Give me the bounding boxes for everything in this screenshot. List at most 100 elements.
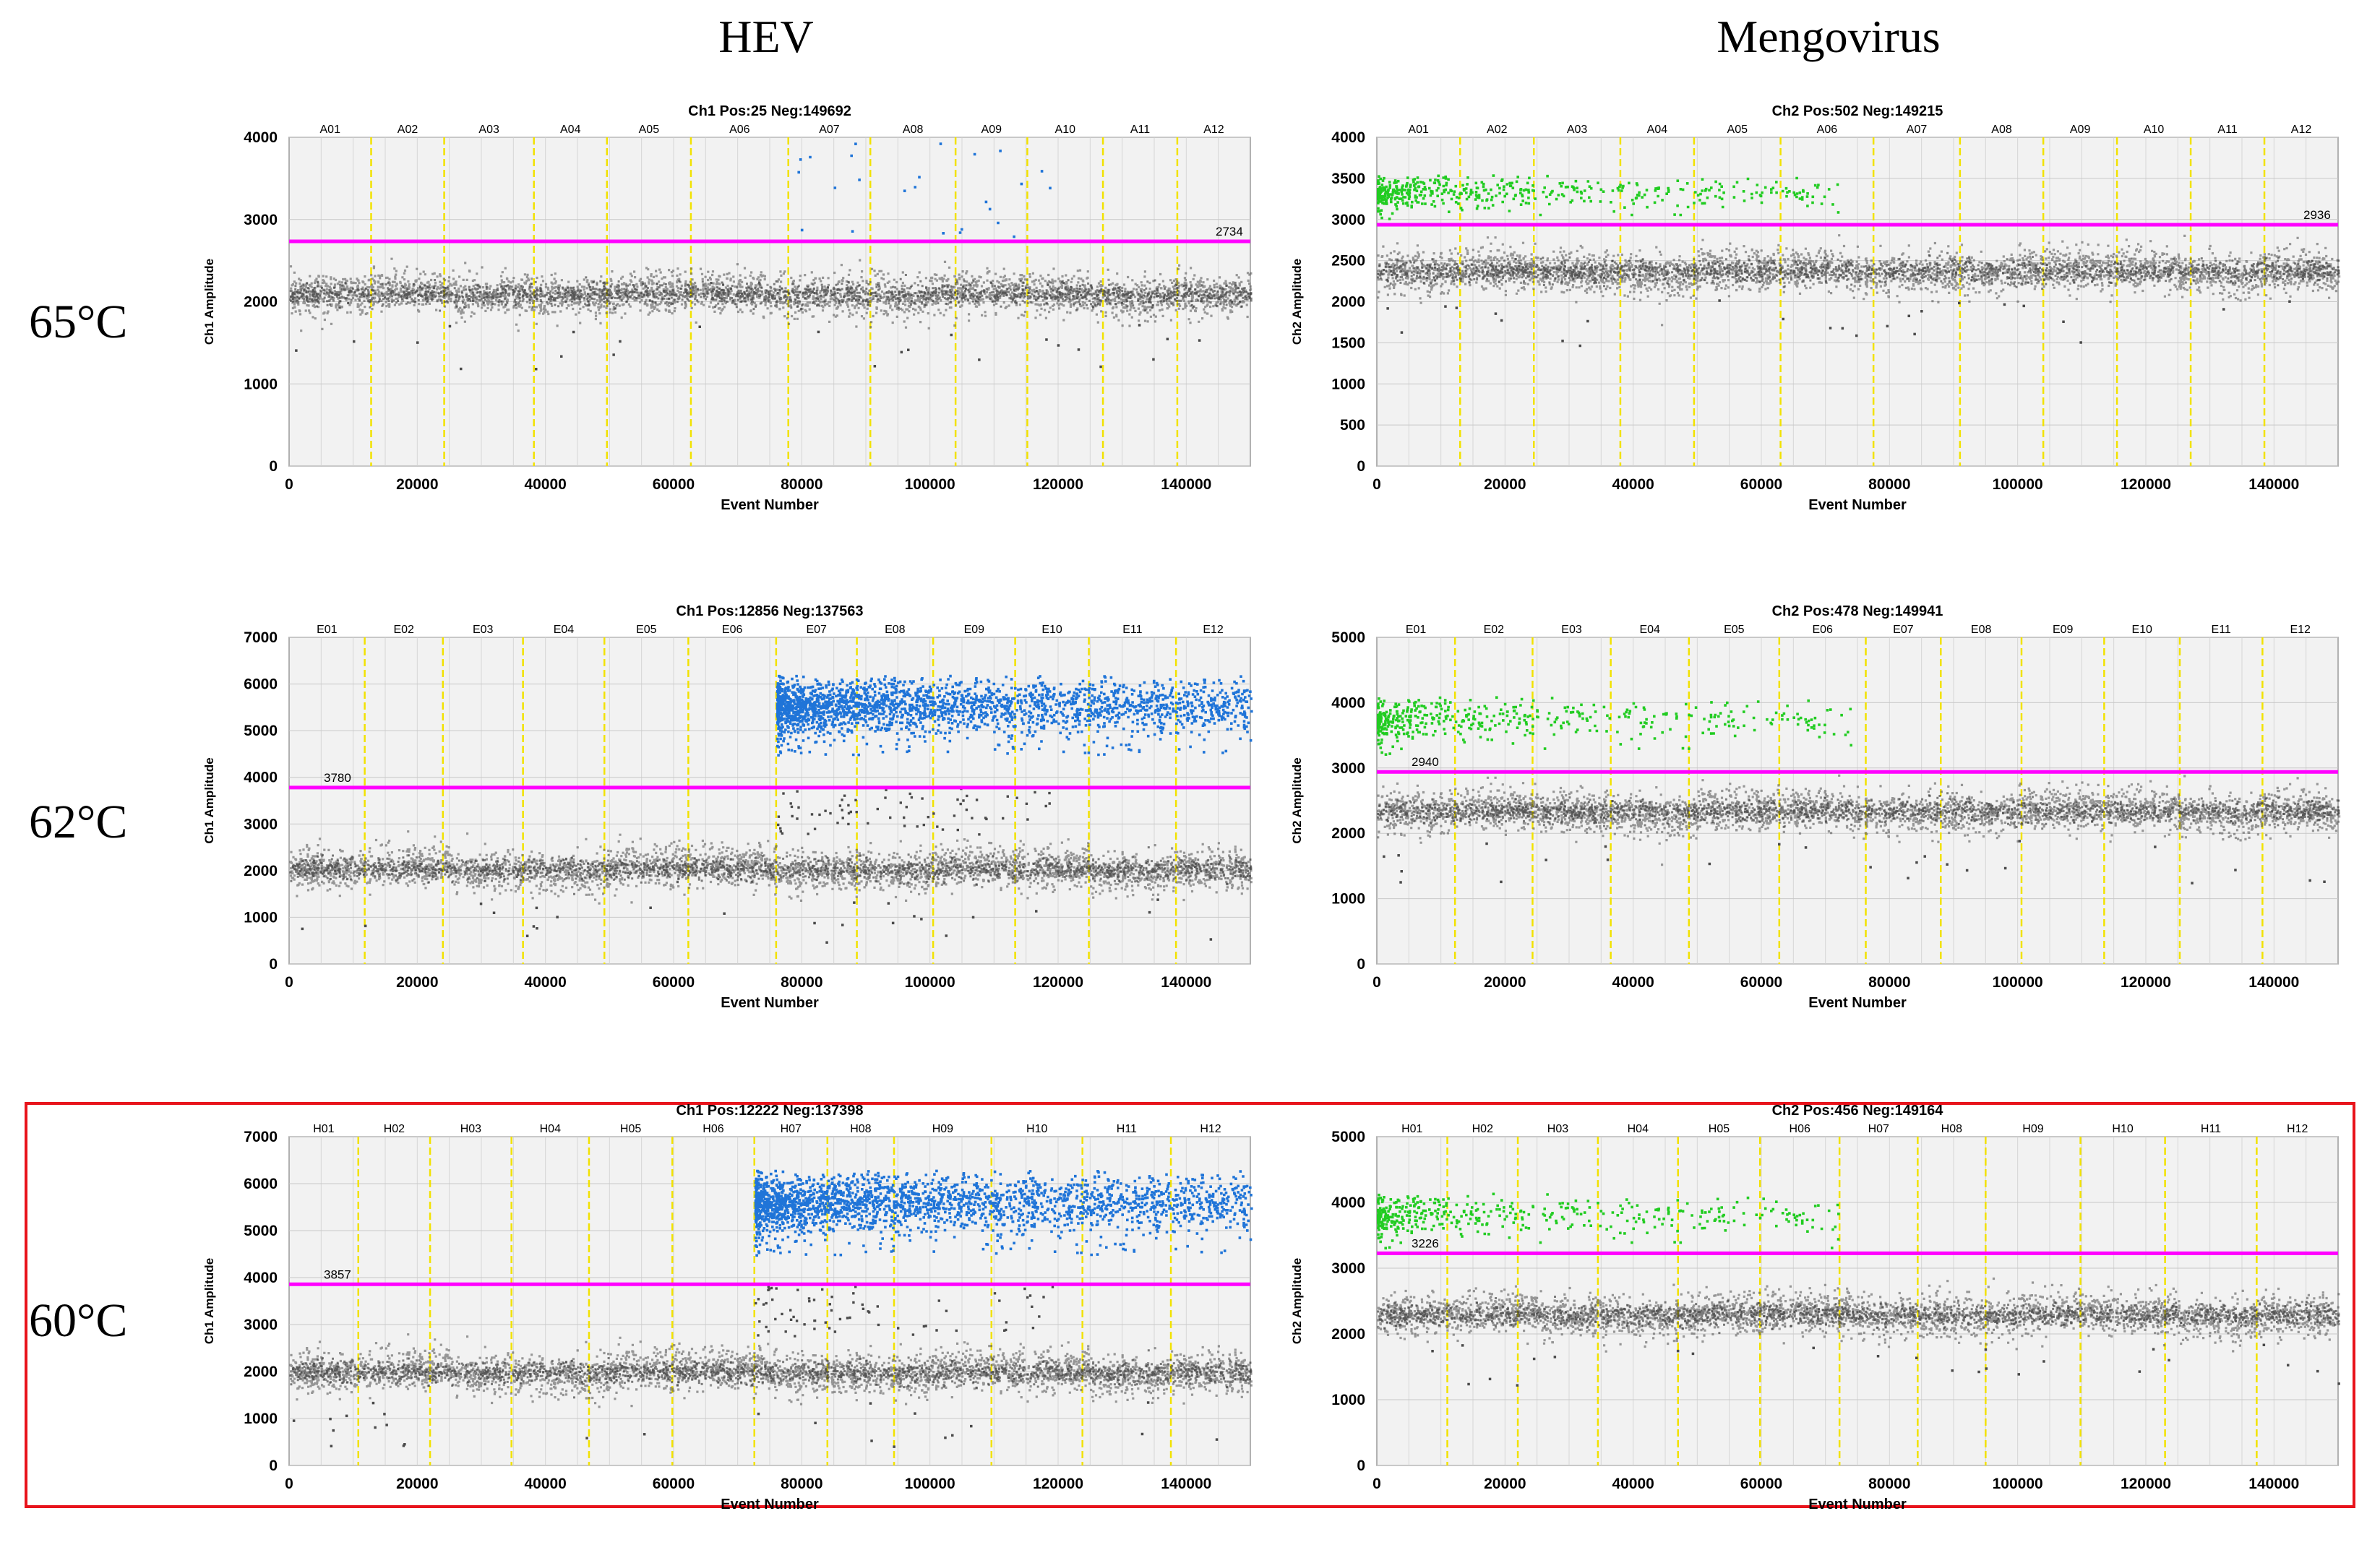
well-label-a04: A04 (560, 124, 581, 136)
y-axis-label: Ch2 Amplitude (1290, 259, 1304, 345)
x-tick-label: 140000 (2248, 1476, 2299, 1492)
y-tick-label: 3000 (244, 212, 278, 228)
x-axis-label: Event Number (721, 497, 819, 513)
well-label-h01: H01 (1401, 1123, 1422, 1135)
well-label-a01: A01 (1408, 124, 1429, 136)
x-tick-label: 100000 (1993, 974, 2043, 991)
x-tick-label: 60000 (653, 476, 695, 493)
threshold-label: 3857 (324, 1267, 351, 1281)
y-tick-label: 1000 (1331, 376, 1365, 392)
well-label-e05: E05 (1724, 624, 1745, 636)
y-axis-label: Ch2 Amplitude (1290, 1258, 1304, 1344)
x-tick-label: 40000 (1612, 974, 1654, 991)
well-label-h09: H09 (932, 1123, 953, 1135)
x-tick-label: 20000 (1484, 974, 1526, 991)
x-tick-label: 20000 (1484, 476, 1526, 493)
x-tick-label: 100000 (905, 1476, 955, 1492)
x-tick-label: 60000 (653, 1476, 695, 1492)
well-label-e11: E11 (2212, 624, 2231, 636)
y-axis-label: Ch1 Amplitude (202, 259, 216, 345)
well-label-h03: H03 (1547, 1123, 1568, 1135)
positive-droplets (1377, 696, 1852, 756)
well-label-h08: H08 (1941, 1123, 1962, 1135)
plot-mengo-65: 2936 Ch2 Pos:502 Neg:149215 A01 A02 A03 A04 A0… (1290, 103, 2341, 513)
well-label-h02: H02 (1472, 1123, 1493, 1135)
x-tick-label: 80000 (781, 1476, 822, 1492)
well-label-h03: H03 (460, 1123, 481, 1135)
y-tick-label: 0 (1357, 1458, 1365, 1474)
x-tick-label: 80000 (1868, 476, 1910, 493)
x-tick-label: 80000 (781, 974, 822, 991)
well-label-a02: A02 (1487, 124, 1508, 136)
y-tick-label: 0 (269, 956, 278, 973)
well-label-a03: A03 (1567, 124, 1588, 136)
well-label-e03: E03 (1561, 624, 1582, 636)
x-tick-label: 40000 (1612, 1476, 1654, 1492)
well-label-h10: H10 (1026, 1123, 1047, 1135)
positive-droplets (776, 674, 1253, 757)
well-label-a04: A04 (1647, 124, 1668, 136)
well-label-e10: E10 (2131, 624, 2152, 636)
y-tick-label: 1000 (1331, 1392, 1365, 1408)
well-label-h10: H10 (2112, 1123, 2133, 1135)
y-tick-label: 1000 (244, 909, 278, 926)
well-label-h02: H02 (384, 1123, 405, 1135)
x-axis-label: Event Number (1808, 1497, 1907, 1512)
well-label-e06: E06 (722, 624, 743, 636)
x-axis-label: Event Number (721, 995, 819, 1011)
column-header-mengovirus: Mengovirus (1717, 11, 1941, 62)
well-label-e04: E04 (1639, 624, 1660, 636)
negative-droplets-core (289, 1349, 1253, 1399)
plot-title: Ch1 Pos:25 Neg:149692 (688, 103, 851, 119)
well-label-h01: H01 (313, 1123, 334, 1135)
x-tick-label: 0 (1372, 476, 1381, 493)
well-label-e10: E10 (1041, 624, 1062, 636)
x-tick-label: 20000 (396, 1476, 438, 1492)
y-tick-label: 2000 (1331, 1326, 1365, 1343)
well-label-e12: E12 (1203, 624, 1224, 636)
y-tick-label: 4000 (1331, 694, 1365, 711)
y-tick-label: 2000 (244, 1364, 278, 1380)
x-tick-label: 60000 (1740, 1476, 1782, 1492)
x-tick-label: 60000 (1740, 476, 1782, 493)
y-axis-label: Ch1 Amplitude (202, 1258, 216, 1344)
negative-droplets-core (1377, 792, 2340, 830)
x-tick-label: 100000 (905, 476, 955, 493)
x-tick-label: 0 (285, 476, 293, 493)
y-tick-label: 5000 (1331, 1129, 1365, 1145)
y-tick-label: 0 (1357, 956, 1365, 973)
well-label-a03: A03 (478, 124, 499, 136)
well-label-h06: H06 (703, 1123, 723, 1135)
well-label-a06: A06 (1817, 124, 1838, 136)
y-tick-label: 6000 (244, 676, 278, 693)
x-tick-label: 140000 (1161, 1476, 1211, 1492)
well-label-e08: E08 (885, 624, 906, 636)
y-tick-label: 4000 (244, 1270, 278, 1286)
y-tick-label: 3000 (244, 816, 278, 832)
x-axis-label: Event Number (1808, 497, 1907, 513)
x-tick-label: 100000 (1993, 476, 2043, 493)
x-tick-label: 120000 (1033, 974, 1083, 991)
well-label-a05: A05 (1727, 124, 1748, 136)
x-tick-label: 140000 (2248, 974, 2299, 991)
plot-title: Ch2 Pos:456 Neg:149164 (1772, 1103, 1944, 1119)
well-label-a08: A08 (903, 124, 924, 136)
plot-hev-62: 3780 Ch1 Pos:12856 Neg:137563 E01 E02 E03 E04… (202, 603, 1253, 1011)
x-tick-label: 0 (285, 974, 293, 991)
well-label-e04: E04 (554, 624, 575, 636)
x-tick-label: 0 (285, 1476, 293, 1492)
y-tick-label: 5000 (244, 723, 278, 739)
y-tick-label: 5000 (1331, 629, 1365, 646)
plot-title: Ch1 Pos:12856 Neg:137563 (676, 603, 863, 619)
well-label-h12: H12 (1200, 1123, 1221, 1135)
x-tick-label: 0 (1372, 974, 1381, 991)
y-tick-label: 2500 (1331, 253, 1365, 270)
well-label-a10: A10 (2144, 124, 2165, 136)
well-label-e09: E09 (964, 624, 985, 636)
well-label-e11: E11 (1122, 624, 1142, 636)
x-tick-label: 140000 (1161, 974, 1211, 991)
x-tick-label: 140000 (1161, 476, 1211, 493)
y-tick-label: 1000 (1331, 891, 1365, 908)
well-label-a01: A01 (320, 124, 341, 136)
